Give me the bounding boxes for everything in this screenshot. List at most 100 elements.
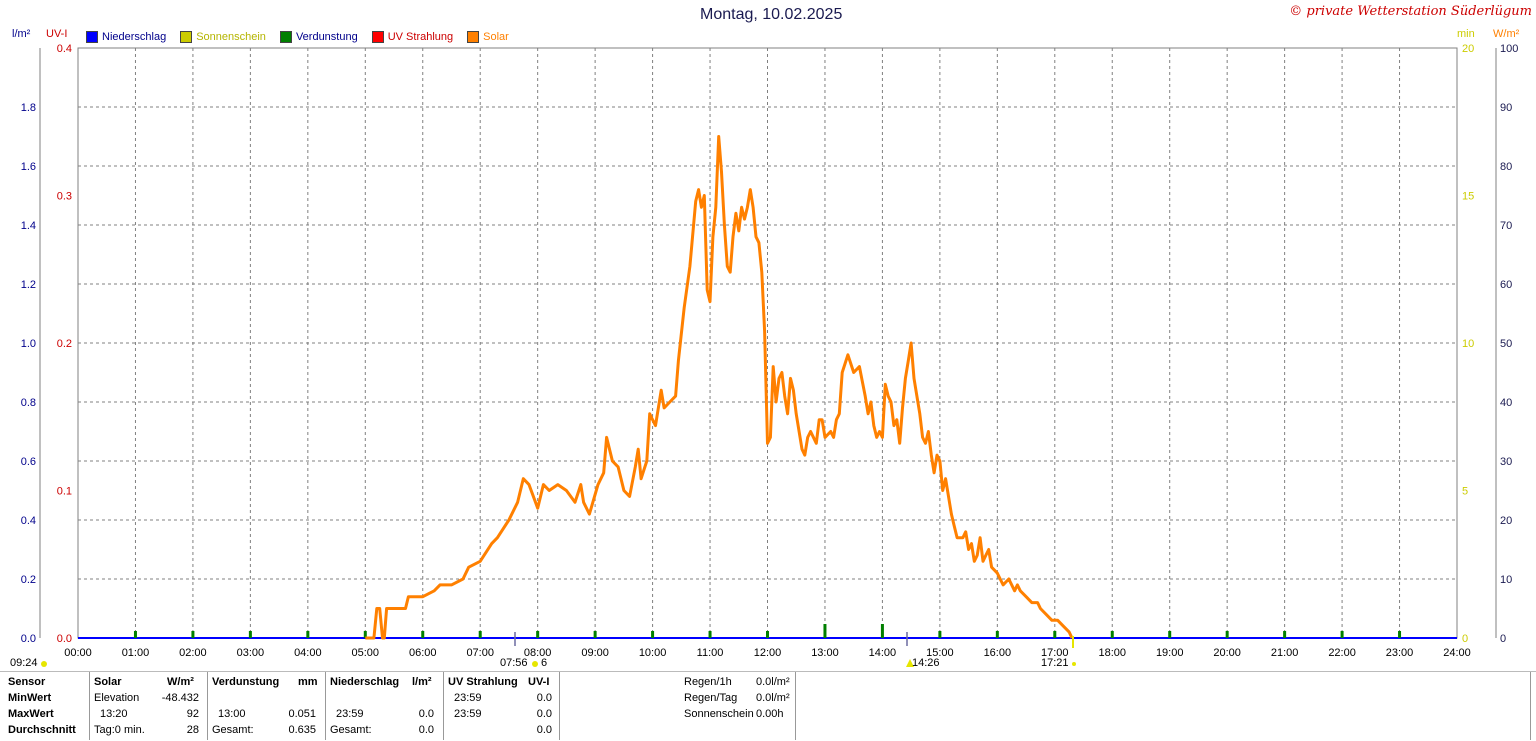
legend-swatch [467, 31, 480, 43]
y-left-outer-tick-label: 1.0 [21, 338, 36, 350]
header-niederschlag: Niederschlag [330, 676, 400, 688]
legend-label: Niederschlag [102, 31, 167, 43]
header-sensor: Sensor [8, 676, 46, 688]
uv-min-value: 0.0 [536, 692, 552, 704]
verdunstung-bar [1340, 631, 1344, 638]
x-tick-label: 03:00 [237, 647, 265, 659]
y-left-inner-tick-label: 0.4 [57, 43, 72, 55]
y-left-inner-unit: UV-I [46, 28, 67, 40]
solar-avg-value: 28 [186, 724, 199, 736]
verdunstung-bar [1168, 631, 1172, 638]
niederschlag-max-value: 0.0 [418, 708, 434, 720]
y-left-inner-tick-label: 0.2 [57, 338, 72, 350]
y-right-inner-tick-label: 10 [1462, 338, 1474, 350]
copyright-text: © private Wetterstation Süderlügum [1289, 4, 1532, 19]
y-left-outer-tick-label: 1.4 [21, 220, 36, 232]
x-tick-label: 06:00 [409, 647, 437, 659]
legend-item: Solar [467, 31, 509, 43]
y-right-inner-tick-label: 20 [1462, 43, 1474, 55]
x-tick-label: 11:00 [697, 647, 724, 659]
marker-label-sunset: 17:21 [1041, 657, 1069, 669]
y-right-inner-tick-label: 15 [1462, 191, 1474, 203]
extra-regen1h-label: Regen/1h [684, 676, 732, 688]
x-tick-label: 09:00 [581, 647, 609, 659]
marker-label-noon: 14:26 [912, 657, 940, 669]
x-tick-label: 05:00 [352, 647, 380, 659]
y-right-outer-tick-label: 60 [1500, 279, 1512, 291]
x-tick-label: 21:00 [1271, 647, 1299, 659]
verdunstung-bar [478, 631, 482, 638]
x-tick-label: 23:00 [1386, 647, 1414, 659]
marker-label-left: 09:24 [10, 657, 38, 669]
x-tick-label: 18:00 [1098, 647, 1126, 659]
table-divider [1530, 672, 1531, 740]
table-divider [325, 672, 326, 740]
verdunstung-bar [1398, 631, 1402, 638]
y-left-outer-tick-label: 0.2 [21, 574, 36, 586]
x-tick-label: 17:00 [1041, 647, 1069, 659]
table-divider [207, 672, 208, 740]
extra-regen1h-value: 0.0l/m² [756, 676, 790, 688]
solar-min-label: Elevation [94, 692, 140, 704]
header-niederschlag-unit: l/m² [412, 676, 432, 688]
y-left-outer-tick-label: 0.8 [21, 397, 36, 409]
extra-sonnenschein-value: 0.00h [756, 708, 784, 720]
x-tick-label: 20:00 [1213, 647, 1241, 659]
row-label-max: MaxWert [8, 708, 54, 720]
table-divider [795, 672, 796, 740]
header-verdunstung: Verdunstung [212, 676, 280, 688]
legend-item: Verdunstung [279, 31, 358, 43]
legend-swatch [279, 31, 292, 43]
y-left-inner-tick-label: 0.1 [57, 486, 72, 498]
legend-swatch [180, 31, 193, 43]
header-uv-unit: UV-I [528, 676, 550, 688]
y-right-outer-tick-label: 30 [1500, 456, 1512, 468]
legend-item: Niederschlag [86, 31, 166, 43]
x-tick-label: 12:00 [754, 647, 782, 659]
verdunstung-avg-value: 0.635 [288, 724, 316, 736]
x-tick-label: 00:00 [64, 647, 92, 659]
solar-avg-label: Tag:0 min. [94, 724, 145, 736]
extra-sonnenschein-label: Sonnenschein [684, 708, 754, 720]
x-tick-label: 24:00 [1443, 647, 1471, 659]
verdunstung-max-value: 0.051 [288, 708, 316, 720]
x-tick-label: 15:00 [926, 647, 954, 659]
y-right-outer-tick-label: 70 [1500, 220, 1512, 232]
legend-label: Solar [483, 31, 509, 43]
header-verdunstung-unit: mm [298, 676, 318, 688]
legend-label: Sonnenschein [196, 31, 266, 43]
legend-swatch [371, 31, 384, 43]
y-left-outer-tick-label: 0.4 [21, 515, 36, 527]
verdunstung-bar [766, 631, 769, 638]
verdunstung-bar [1110, 631, 1114, 638]
chart-legend: Niederschlag Sonnenschein Verdunstung UV St… [86, 31, 523, 43]
header-solar: Solar [94, 676, 122, 688]
y-right-outer-tick-label: 90 [1500, 102, 1512, 114]
solar-min-value: -48.432 [161, 692, 199, 704]
row-label-avg: Durchschnitt [8, 724, 76, 736]
uv-min-time: 23:59 [454, 692, 482, 704]
verdunstung-bar [191, 631, 195, 638]
verdunstung-bar [823, 624, 827, 638]
verdunstung-bar [1225, 631, 1229, 638]
y-left-outer-tick-label: 0.0 [21, 633, 36, 645]
legend-label: Verdunstung [295, 31, 358, 43]
extra-regentag-label: Regen/Tag [684, 692, 738, 704]
weather-chart: 00:00 01:00 02:00 03:00 04:00 05:00 06:00 07:00… [12, 28, 1520, 667]
verdunstung-bar [133, 631, 137, 638]
table-divider [559, 672, 560, 740]
y-right-outer-tick-label: 10 [1500, 574, 1512, 586]
table-top-border [0, 671, 1536, 672]
niederschlag-max-time: 23:59 [336, 708, 364, 720]
extra-regentag-value: 0.0l/m² [756, 692, 790, 704]
niederschlag-avg-value: 0.0 [418, 724, 434, 736]
verdunstung-bar [421, 631, 425, 638]
y-right-outer-tick-label: 20 [1500, 515, 1512, 527]
verdunstung-avg-label: Gesamt: [212, 724, 254, 736]
y-right-inner-tick-label: 0 [1462, 633, 1468, 645]
marker-label-sunrise-suffix: 6 [541, 657, 548, 669]
y-left-inner-tick-label: 0.3 [57, 191, 72, 203]
y-right-outer-unit: W/m² [1493, 28, 1520, 40]
verdunstung-bar [248, 631, 252, 638]
x-tick-label: 14:00 [869, 647, 897, 659]
